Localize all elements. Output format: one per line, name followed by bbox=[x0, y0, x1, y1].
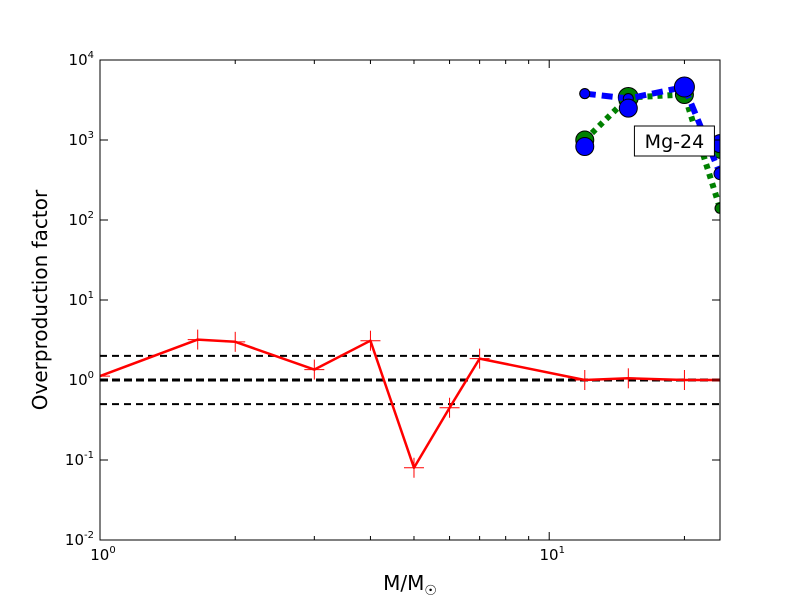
data-point-blue-dashed-0 bbox=[579, 88, 591, 100]
x-axis-label: M/M☉ bbox=[383, 571, 437, 599]
data-point-green-dotted-3 bbox=[714, 202, 720, 214]
annotation-layer: Mg-24 bbox=[633, 125, 715, 157]
y-tick-label-3: 101 bbox=[69, 290, 94, 309]
sun-symbol: ☉ bbox=[424, 583, 437, 599]
series-red-line bbox=[100, 329, 720, 478]
extra-point-blue-dashed-1 bbox=[618, 98, 638, 118]
y-tick-label-2: 100 bbox=[69, 370, 94, 389]
extra-point-blue-dashed-0 bbox=[575, 136, 595, 156]
x-tick-label-0: 100 bbox=[90, 545, 115, 564]
y-tick-label-6: 104 bbox=[69, 50, 94, 69]
y-tick-label-5: 103 bbox=[69, 130, 94, 149]
y-axis-label: Overproduction factor bbox=[28, 189, 52, 410]
y-tick-label-4: 102 bbox=[69, 210, 94, 229]
annotation-box bbox=[633, 125, 715, 157]
series-layer bbox=[100, 76, 720, 478]
series-line-blue-dashed bbox=[584, 84, 720, 175]
x-tick-label-1: 101 bbox=[539, 545, 564, 564]
data-point-blue-dashed-3 bbox=[713, 167, 720, 181]
series-line-green-dotted bbox=[582, 91, 720, 210]
y-tick-label-1: 10-1 bbox=[65, 450, 94, 469]
y-tick-label-0: 10-2 bbox=[65, 530, 94, 549]
data-point-blue-dashed-2 bbox=[673, 76, 695, 98]
axis-ticks: 100 101 10-2 10-1 100 101 102 103 104 bbox=[65, 50, 720, 564]
annotation-label: Mg-24 bbox=[645, 131, 705, 153]
